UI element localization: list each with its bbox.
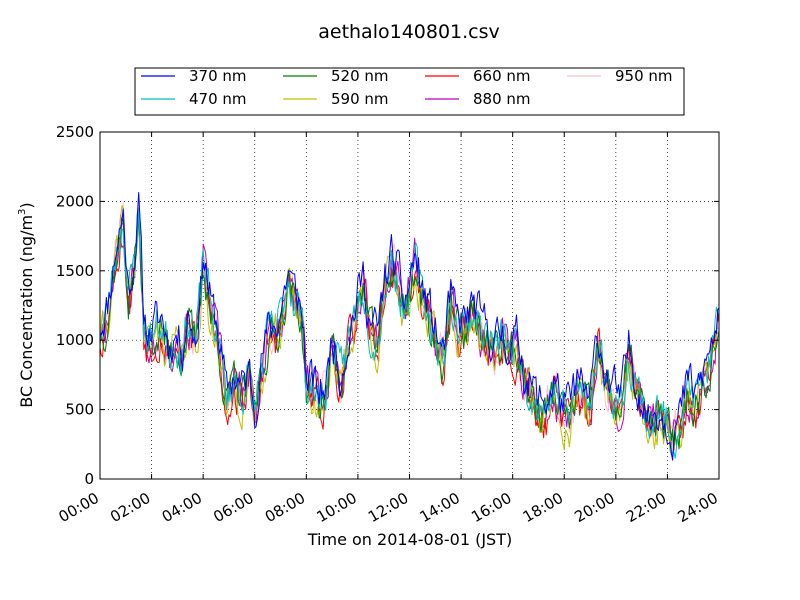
- y-tick-label: 2500: [56, 123, 94, 141]
- y-tick-label: 500: [65, 401, 94, 419]
- y-axis-label: BC Concentration (ng/m3): [17, 202, 36, 407]
- legend: 370 nm 470 nm 520 nm 590 nm 660 nm 880 nm 950 …: [134, 67, 685, 116]
- y-tick-label: 2000: [56, 192, 94, 210]
- legend-label: 950 nm: [615, 67, 673, 85]
- series-layer: [99, 192, 720, 461]
- y-axis-label-superscript: 3: [17, 209, 28, 215]
- legend-label: 520 nm: [331, 67, 389, 85]
- series-line: [99, 192, 720, 461]
- y-tick-label: 0: [84, 470, 94, 488]
- axis-ticks: [99, 131, 720, 480]
- x-axis-label: Time on 2014-08-01 (JST): [307, 530, 512, 549]
- legend-label: 880 nm: [473, 90, 531, 108]
- y-tick-labels: 0 500 1000 1500 2000 2500: [56, 123, 94, 488]
- legend-label: 470 nm: [189, 90, 247, 108]
- y-axis-label-main: BC Concentration (ng/m: [17, 215, 36, 408]
- y-tick-label: 1500: [56, 262, 94, 280]
- legend-label: 660 nm: [473, 67, 531, 85]
- chart-title: aethalo140801.csv: [318, 21, 500, 43]
- legend-label: 590 nm: [331, 90, 389, 108]
- legend-label: 370 nm: [189, 67, 247, 85]
- y-axis-label-close: ): [17, 202, 36, 208]
- y-tick-label: 1000: [56, 331, 94, 349]
